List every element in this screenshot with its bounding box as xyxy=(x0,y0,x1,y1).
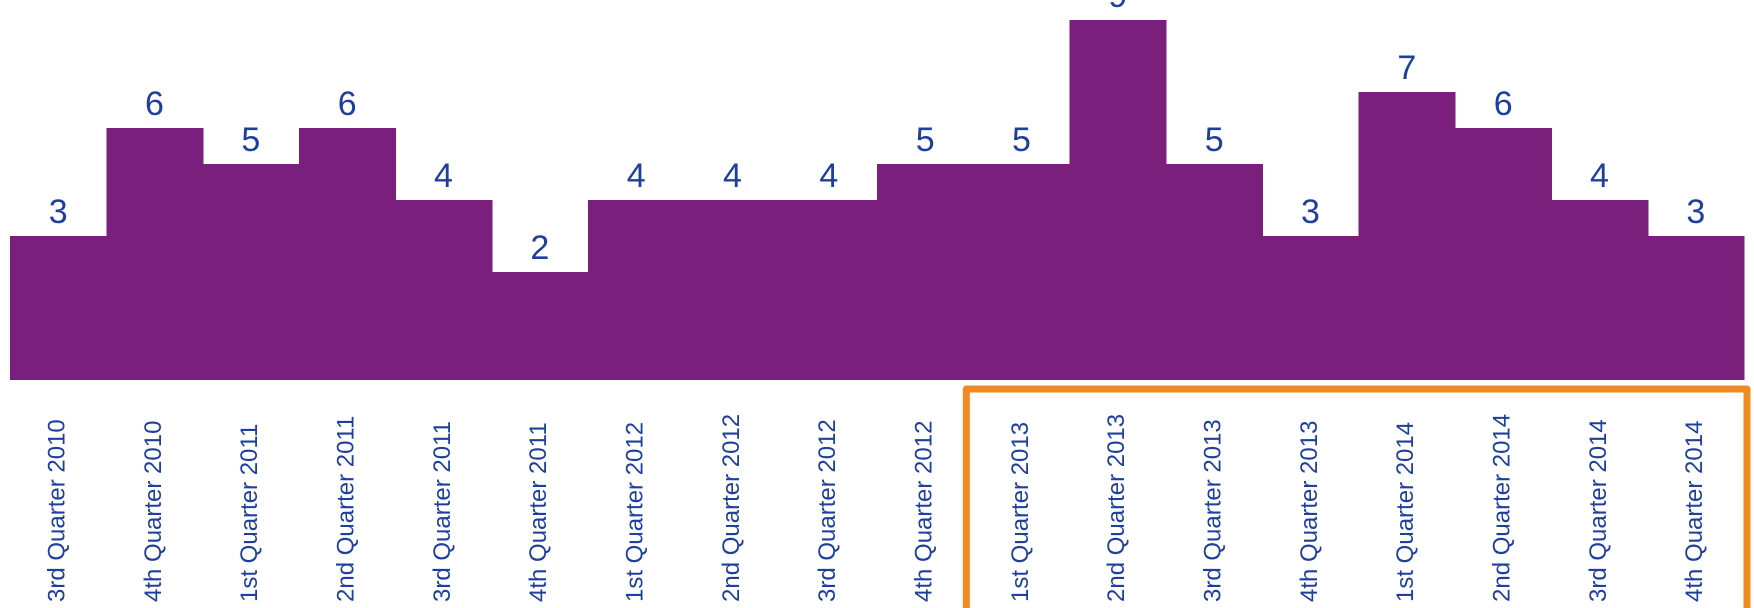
data-label: 5 xyxy=(1205,121,1224,159)
tick-label: 3rd Quarter 2012 xyxy=(814,419,841,602)
tick-label: 4th Quarter 2014 xyxy=(1681,421,1708,602)
bar xyxy=(106,128,204,380)
bar xyxy=(1069,20,1167,380)
data-label: 9 xyxy=(1108,0,1127,15)
data-label: 6 xyxy=(338,85,357,123)
bar xyxy=(780,200,878,380)
data-label: 4 xyxy=(627,157,646,195)
data-label: 5 xyxy=(916,121,935,159)
data-label: 6 xyxy=(1494,85,1513,123)
data-label: 4 xyxy=(1590,157,1609,195)
bar xyxy=(588,200,685,380)
tick-label: 2nd Quarter 2012 xyxy=(718,414,745,602)
highlight-bracket xyxy=(962,385,1751,608)
bar xyxy=(491,272,589,380)
tick-label: 4th Quarter 2013 xyxy=(1296,421,1323,602)
tick-label: 2nd Quarter 2011 xyxy=(333,416,360,602)
data-label: 6 xyxy=(145,85,164,123)
bar xyxy=(395,200,493,380)
bar xyxy=(684,200,782,380)
data-label: 4 xyxy=(819,157,838,195)
bar xyxy=(1358,92,1456,380)
tick-label: 1st Quarter 2012 xyxy=(622,422,649,602)
tick-label: 4th Quarter 2010 xyxy=(140,421,167,602)
bar xyxy=(202,164,300,380)
data-label: 3 xyxy=(1686,193,1705,231)
bar xyxy=(877,164,974,380)
bar xyxy=(973,164,1071,380)
category-labels-layer: 3rd Quarter 2010 4th Quarter 2010 1st Quar… xyxy=(44,414,1709,602)
tick-label: 3rd Quarter 2014 xyxy=(1585,419,1612,602)
tick-label: 3rd Quarter 2010 xyxy=(44,419,71,602)
data-label: 4 xyxy=(723,157,742,195)
tick-label: 2nd Quarter 2013 xyxy=(1103,414,1130,602)
tick-label: 3rd Quarter 2013 xyxy=(1200,419,1227,602)
data-label: 3 xyxy=(49,193,68,231)
tick-label: 1st Quarter 2013 xyxy=(1007,422,1034,602)
data-label: 7 xyxy=(1397,49,1416,87)
tick-label: 1st Quarter 2011 xyxy=(236,424,263,602)
tick-label: 4th Quarter 2011 xyxy=(525,422,552,602)
data-label: 2 xyxy=(530,229,549,267)
data-label: 5 xyxy=(241,121,260,159)
bar xyxy=(10,236,107,380)
bar xyxy=(1262,236,1360,380)
highlight-layer xyxy=(962,385,1751,608)
tick-label: 3rd Quarter 2011 xyxy=(429,421,456,602)
data-label: 5 xyxy=(1012,121,1031,159)
tick-label: 2nd Quarter 2014 xyxy=(1489,414,1516,602)
bar xyxy=(299,128,396,380)
bar xyxy=(1166,164,1263,380)
data-label: 3 xyxy=(1301,193,1320,231)
tick-label: 4th Quarter 2012 xyxy=(911,421,938,602)
bar xyxy=(1551,200,1649,380)
value-labels-layer: 3 6 5 6 4 2 4 4 4 5 5 9 5 3 7 6 4 3 xyxy=(49,0,1706,267)
data-label: 4 xyxy=(434,157,453,195)
bar xyxy=(1647,236,1745,380)
tick-label: 1st Quarter 2014 xyxy=(1392,422,1419,602)
bars-layer xyxy=(10,20,1745,380)
bar xyxy=(1455,128,1552,380)
